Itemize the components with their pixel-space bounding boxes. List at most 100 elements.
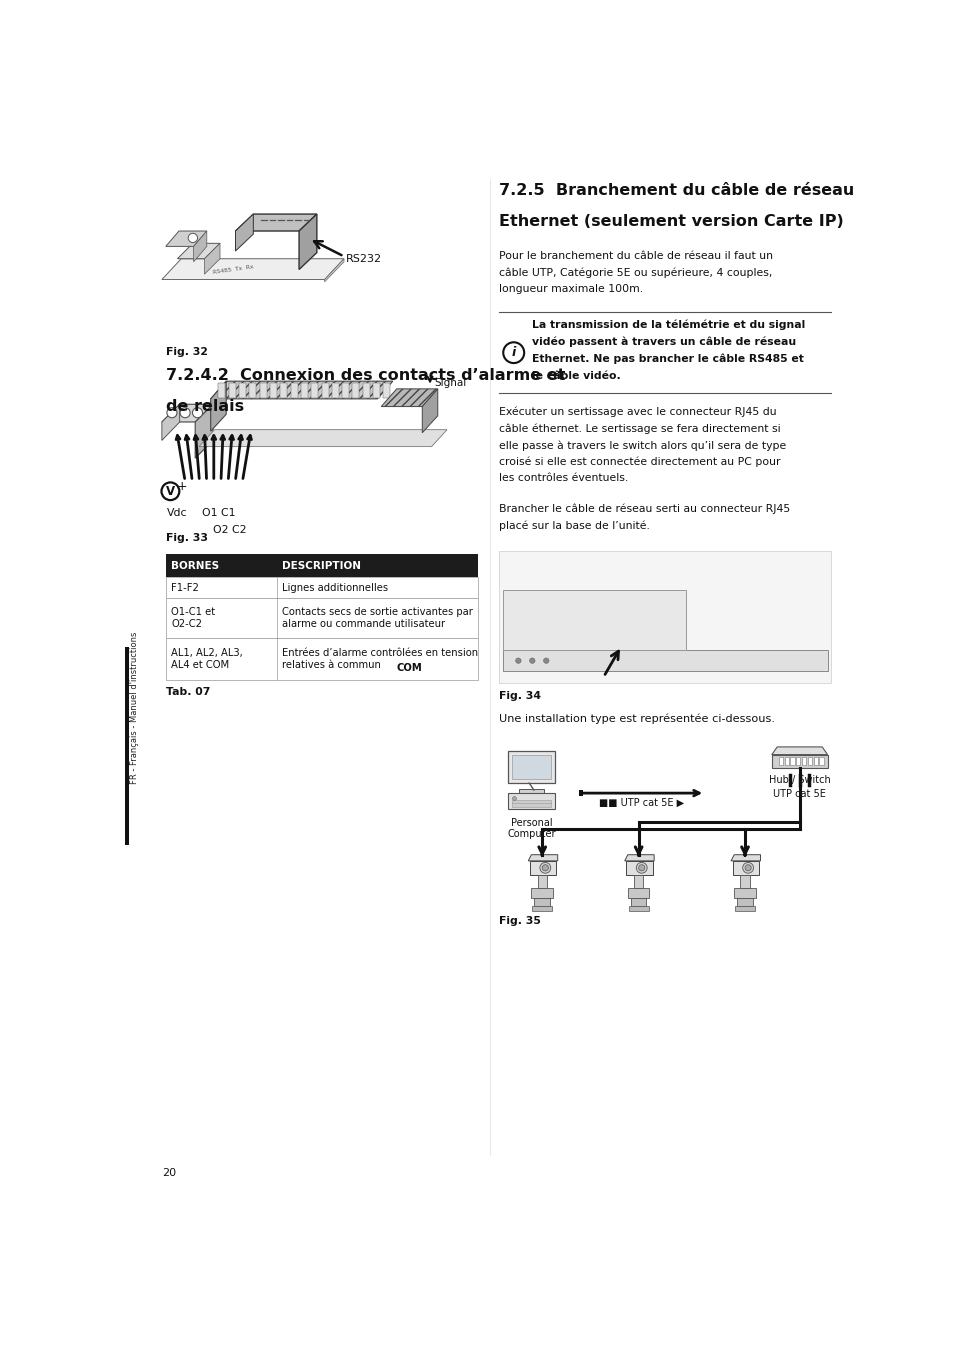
Text: Vdc: Vdc	[167, 508, 187, 519]
Text: Hub / Switch: Hub / Switch	[768, 776, 830, 785]
Circle shape	[539, 862, 550, 873]
Text: 20: 20	[162, 1169, 175, 1178]
Text: Ethernet. Ne pas brancher le câble RS485 et: Ethernet. Ne pas brancher le câble RS485…	[532, 353, 803, 364]
Polygon shape	[177, 244, 220, 259]
Polygon shape	[771, 747, 827, 754]
FancyBboxPatch shape	[608, 609, 641, 646]
FancyBboxPatch shape	[311, 383, 318, 398]
Circle shape	[636, 862, 646, 873]
Polygon shape	[737, 898, 752, 906]
Text: Une installation type est représentée ci-dessous.: Une installation type est représentée ci…	[498, 714, 774, 724]
FancyBboxPatch shape	[280, 383, 287, 398]
Polygon shape	[732, 861, 759, 875]
FancyBboxPatch shape	[790, 757, 794, 765]
Text: COM: COM	[396, 662, 422, 673]
FancyBboxPatch shape	[270, 383, 276, 398]
Polygon shape	[162, 259, 344, 279]
Text: RS232: RS232	[346, 253, 382, 264]
FancyBboxPatch shape	[342, 383, 349, 398]
FancyBboxPatch shape	[578, 791, 582, 796]
Polygon shape	[211, 382, 393, 399]
Text: Personal
Computer: Personal Computer	[507, 818, 556, 839]
Polygon shape	[630, 898, 646, 906]
FancyBboxPatch shape	[166, 577, 477, 598]
Polygon shape	[211, 382, 226, 431]
Text: Fig. 33: Fig. 33	[166, 533, 208, 543]
Text: câble UTP, Catégorie 5E ou supérieure, 4 couples,: câble UTP, Catégorie 5E ou supérieure, 4…	[498, 268, 772, 278]
FancyBboxPatch shape	[300, 383, 308, 398]
Polygon shape	[730, 854, 760, 861]
Polygon shape	[627, 888, 649, 898]
Polygon shape	[628, 906, 648, 911]
FancyBboxPatch shape	[502, 650, 827, 672]
FancyBboxPatch shape	[508, 793, 555, 810]
Text: La transmission de la télémétrie et du signal: La transmission de la télémétrie et du s…	[532, 320, 804, 330]
Polygon shape	[634, 875, 642, 888]
Polygon shape	[537, 875, 546, 888]
Text: elle passe à travers le switch alors qu’il sera de type: elle passe à travers le switch alors qu’…	[498, 440, 785, 451]
Polygon shape	[740, 875, 749, 888]
Text: Lignes additionnelles: Lignes additionnelles	[282, 582, 388, 593]
FancyBboxPatch shape	[813, 757, 817, 765]
FancyBboxPatch shape	[239, 383, 246, 398]
Text: UTP cat 5E: UTP cat 5E	[773, 789, 825, 799]
FancyBboxPatch shape	[612, 620, 638, 638]
FancyBboxPatch shape	[166, 638, 477, 680]
FancyBboxPatch shape	[373, 383, 379, 398]
Text: O1-C1 et
O2-C2: O1-C1 et O2-C2	[171, 607, 215, 628]
Polygon shape	[324, 259, 344, 282]
Polygon shape	[532, 906, 552, 911]
Text: FR - Français - Manuel d'instructions: FR - Français - Manuel d'instructions	[131, 631, 139, 784]
Text: BORNES: BORNES	[171, 561, 219, 571]
Text: de relais: de relais	[166, 399, 244, 414]
FancyBboxPatch shape	[383, 383, 390, 398]
Polygon shape	[204, 244, 220, 274]
Circle shape	[188, 233, 197, 242]
FancyBboxPatch shape	[362, 383, 370, 398]
Polygon shape	[531, 888, 553, 898]
Circle shape	[193, 408, 202, 418]
Polygon shape	[771, 754, 827, 768]
Polygon shape	[235, 214, 253, 250]
FancyBboxPatch shape	[166, 554, 477, 577]
FancyBboxPatch shape	[332, 383, 338, 398]
FancyBboxPatch shape	[125, 647, 129, 845]
Circle shape	[744, 865, 750, 871]
Text: Fig. 34: Fig. 34	[498, 691, 540, 701]
Polygon shape	[199, 429, 447, 447]
FancyBboxPatch shape	[508, 750, 555, 783]
Text: câble éthernet. Le sertissage se fera directement si: câble éthernet. Le sertissage se fera di…	[498, 424, 780, 435]
FancyBboxPatch shape	[512, 803, 550, 807]
FancyBboxPatch shape	[321, 383, 328, 398]
Circle shape	[543, 658, 548, 663]
Polygon shape	[162, 405, 179, 440]
Text: ■■ UTP cat 5E ▶: ■■ UTP cat 5E ▶	[598, 798, 684, 807]
Polygon shape	[625, 861, 652, 875]
Text: O1 C1: O1 C1	[201, 508, 235, 519]
Text: Contacts secs de sortie activantes par
alarme ou commande utilisateur: Contacts secs de sortie activantes par a…	[282, 607, 473, 628]
Polygon shape	[162, 405, 213, 422]
Polygon shape	[734, 906, 755, 911]
Text: Pour le branchement du câble de réseau il faut un: Pour le branchement du câble de réseau i…	[498, 250, 772, 261]
Polygon shape	[529, 861, 556, 875]
Circle shape	[529, 658, 535, 663]
Text: le câble vidéo.: le câble vidéo.	[532, 371, 620, 380]
Text: 7.2.4.2  Connexion des contacts d’alarme et: 7.2.4.2 Connexion des contacts d’alarme …	[166, 368, 564, 383]
Text: croisé si elle est connectée directement au PC pour: croisé si elle est connectée directement…	[498, 456, 780, 467]
Polygon shape	[528, 854, 558, 861]
FancyBboxPatch shape	[778, 757, 782, 765]
FancyBboxPatch shape	[218, 383, 225, 398]
Circle shape	[167, 408, 177, 418]
FancyBboxPatch shape	[801, 757, 805, 765]
Circle shape	[503, 343, 523, 363]
Polygon shape	[193, 232, 207, 261]
Polygon shape	[166, 232, 207, 246]
Text: AL1, AL2, AL3,
AL4 et COM: AL1, AL2, AL3, AL4 et COM	[171, 649, 243, 670]
FancyBboxPatch shape	[249, 383, 256, 398]
Circle shape	[541, 865, 548, 871]
Circle shape	[742, 862, 753, 873]
Text: Exécuter un sertissage avec le connecteur RJ45 du: Exécuter un sertissage avec le connecteu…	[498, 408, 776, 417]
Circle shape	[180, 408, 190, 418]
Circle shape	[512, 796, 516, 800]
FancyBboxPatch shape	[807, 757, 811, 765]
